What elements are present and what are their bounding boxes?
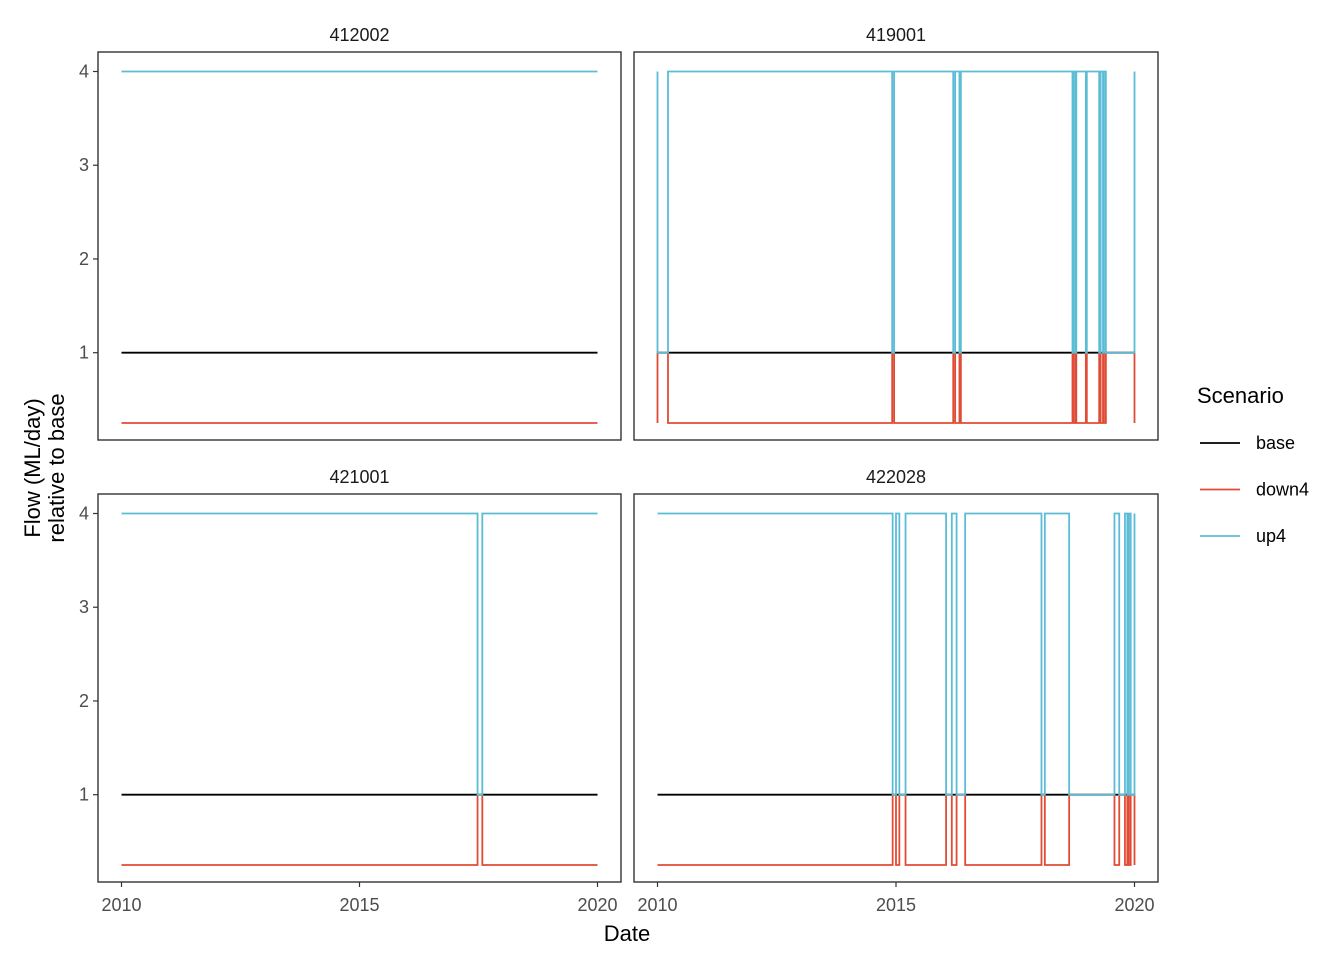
x-axis-title: Date [604,921,650,946]
legend: Scenario base down4 up4 [1197,383,1309,546]
panel-border [633,51,1159,441]
x-tick-label: 2020 [577,895,617,915]
panel-strip-label: 422028 [866,467,926,487]
panel-border [97,51,622,441]
x-tick-label: 2010 [101,895,141,915]
x-tick-label: 2015 [339,895,379,915]
series-down4-line [121,793,598,866]
panel-419001: 419001 [633,25,1159,441]
panel-strip-label: 412002 [329,25,389,45]
y-tick-label: 4 [79,504,89,524]
y-tick-label: 3 [79,597,89,617]
y-axis-title-line-2: relative to base [44,393,69,542]
series-down4-line [656,351,1136,424]
y-tick-label: 3 [79,155,89,175]
x-tick-label: 2020 [1114,895,1154,915]
legend-title: Scenario [1197,383,1284,408]
series-down4-line [657,793,1136,866]
panel-strip-label: 419001 [866,25,926,45]
legend-label-down4: down4 [1256,480,1309,500]
y-tick-label: 1 [79,785,89,805]
y-axis-title-line-1: Flow (ML/day) [20,398,45,537]
y-tick-label: 2 [79,249,89,269]
panel-422028: 422028 2010 2015 2020 [633,467,1159,915]
series-up4-line [656,70,1136,354]
series-up4-line [121,512,598,796]
panel-412002: 412002 1 2 3 4 [79,25,622,441]
legend-label-base: base [1256,433,1295,453]
panel-border [97,493,622,883]
panel-strip-label: 421001 [329,467,389,487]
x-tick-label: 2015 [876,895,916,915]
x-tick-label: 2010 [637,895,677,915]
panel-421001: 421001 1 2 3 4 2010 2015 2020 [79,467,622,915]
y-tick-label: 2 [79,691,89,711]
y-tick-label: 4 [79,62,89,82]
series-up4-line [657,512,1136,796]
legend-label-up4: up4 [1256,526,1286,546]
y-tick-label: 1 [79,343,89,363]
